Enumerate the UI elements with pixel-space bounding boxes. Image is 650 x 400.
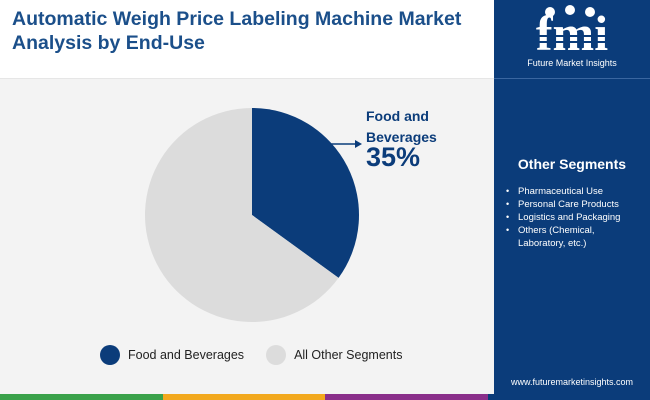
- pie-chart: [144, 108, 362, 322]
- sidebar-divider: [494, 78, 650, 79]
- fmi-logo: fmi Future Market Insights: [494, 0, 650, 78]
- legend-item-all-other-segments: All Other Segments: [266, 345, 402, 365]
- logo-dot-icon: [565, 5, 575, 15]
- website-url: www.futuremarketinsights.com: [510, 377, 634, 387]
- logo-dot-icon: [545, 7, 555, 17]
- callout-value: 35%: [366, 142, 421, 172]
- bottom-bar-segment: [0, 394, 163, 400]
- list-item: Personal Care Products: [504, 198, 644, 211]
- legend-swatch-all-other-segments: [266, 345, 287, 365]
- logo-dot-icon: [585, 7, 595, 17]
- bottom-color-bar: [0, 394, 650, 400]
- other-segments-title: Other Segments: [517, 156, 627, 172]
- callout-label: Food and Beverages: [366, 108, 437, 145]
- bottom-bar-segment: [325, 394, 488, 400]
- legend-label-food-and-beverages: Food and Beverages: [128, 348, 245, 362]
- page-title: Automatic Weigh Price Labeling Machine M…: [12, 8, 462, 54]
- header-divider: [0, 78, 494, 79]
- pie-slice-all-other-segments: [144, 108, 339, 322]
- callout-arrow-head: [355, 140, 362, 148]
- bottom-bar-segment: [487, 394, 650, 400]
- header: Automatic Weigh Price Labeling Machine M…: [0, 0, 494, 78]
- chart-area: [0, 79, 494, 394]
- list-item: Pharmaceutical Use: [504, 185, 644, 198]
- legend-swatch-food-and-beverages: [100, 345, 120, 365]
- legend-label-all-other-segments: All Other Segments: [294, 348, 403, 362]
- pie-slice-food-and-beverages: [252, 108, 359, 278]
- brand-name: Future Market Insights: [527, 58, 617, 68]
- list-item: Logistics and Packaging: [504, 211, 644, 224]
- legend-item-food-and-beverages: Food and Beverages: [100, 345, 244, 365]
- chart-legend: Food and Beverages All Other Segments: [100, 345, 424, 365]
- bottom-bar-segment: [162, 394, 325, 400]
- other-segments-list: Pharmaceutical Use Personal Care Product…: [504, 185, 644, 250]
- sidebar: fmi Future Market Insights Other Segment…: [494, 0, 650, 394]
- fmi-logo-mark: fmi: [518, 5, 626, 61]
- list-item: Others (Chemical, Laboratory, etc.): [504, 224, 644, 250]
